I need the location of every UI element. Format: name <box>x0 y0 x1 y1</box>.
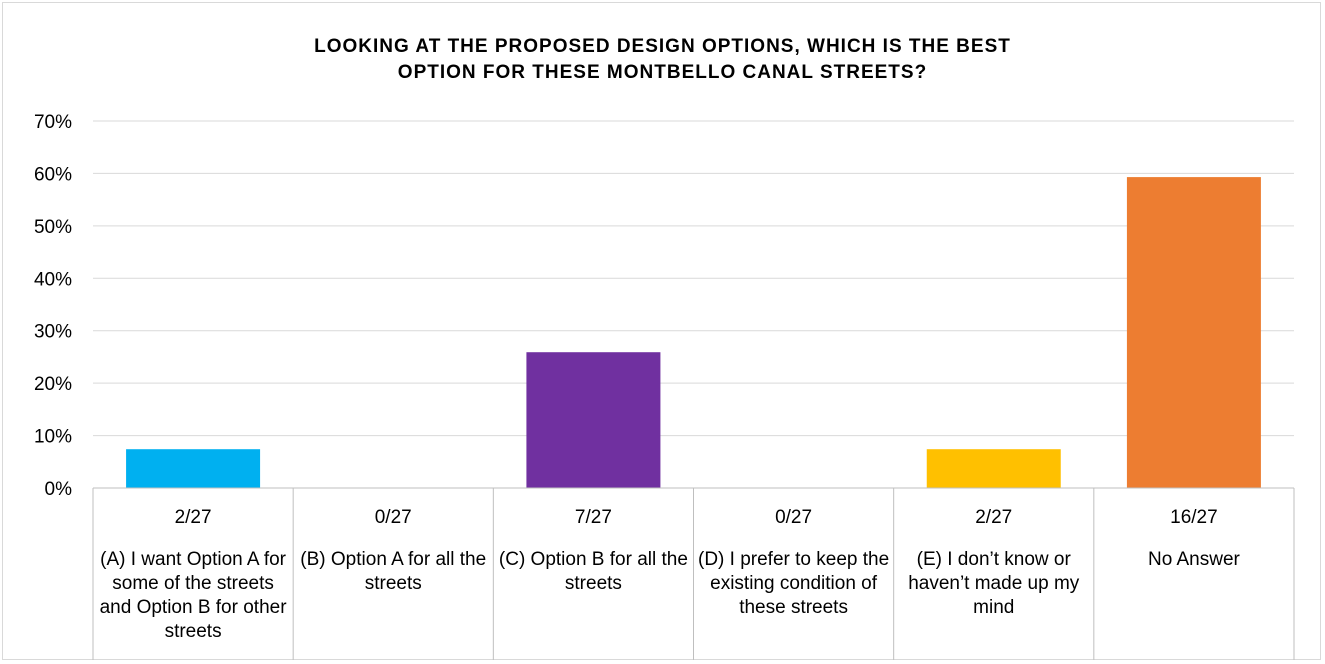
category-label: (B) Option A for all the streets <box>300 549 487 594</box>
chart-title-line-2: OPTION FOR THESE MONTBELLO CANAL STREETS… <box>397 62 928 83</box>
count-label: 2/27 <box>174 507 212 528</box>
y-tick-label: 30% <box>34 322 72 343</box>
bar <box>126 449 261 488</box>
count-label: 0/27 <box>374 507 412 528</box>
bar <box>926 449 1061 488</box>
y-tick-label: 40% <box>34 269 72 290</box>
category-label: No Answer <box>1147 549 1240 570</box>
chart-title: LOOKING AT THE PROPOSED DESIGN OPTIONS, … <box>0 34 1325 86</box>
bar <box>1126 177 1261 488</box>
y-tick-label: 70% <box>34 112 72 133</box>
count-label: 2/27 <box>975 507 1013 528</box>
category-label: (A) I want Option A for some of the stre… <box>99 549 287 642</box>
bar <box>526 352 661 488</box>
chart-title-line-1: LOOKING AT THE PROPOSED DESIGN OPTIONS, … <box>314 36 1011 57</box>
y-tick-label: 50% <box>34 217 72 238</box>
y-tick-label: 20% <box>34 374 72 395</box>
category-label: (D) I prefer to keep the existing condit… <box>698 549 890 618</box>
y-tick-label: 10% <box>34 427 72 448</box>
category-label: (C) Option B for all the streets <box>498 549 688 594</box>
y-tick-label: 0% <box>45 479 73 500</box>
y-tick-label: 60% <box>34 164 72 185</box>
count-label: 7/27 <box>574 507 612 528</box>
category-label: (E) I don’t know or haven’t made up my m… <box>908 549 1080 618</box>
count-label: 0/27 <box>775 507 813 528</box>
count-label: 16/27 <box>1170 507 1218 528</box>
